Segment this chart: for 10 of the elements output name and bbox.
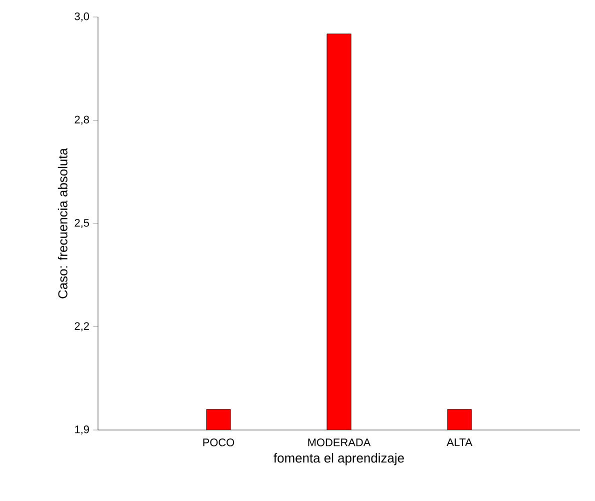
- y-axis-title: Caso: frecuencia absoluta: [58, 148, 68, 298]
- y-tick-label: 1,9: [75, 425, 89, 435]
- x-tick-label: ALTA: [446, 438, 472, 446]
- x-tick-label: POCO: [203, 438, 234, 446]
- x-tick-label: MODERADA: [308, 438, 371, 446]
- y-tick-label: 2,2: [74, 322, 89, 332]
- y-tick-label: 3,0: [74, 12, 90, 22]
- y-tick-label: 2,5: [74, 218, 90, 228]
- x-axis-title: fomenta el aprendizaje: [274, 453, 404, 466]
- y-tick-label: 2,8: [74, 116, 89, 125]
